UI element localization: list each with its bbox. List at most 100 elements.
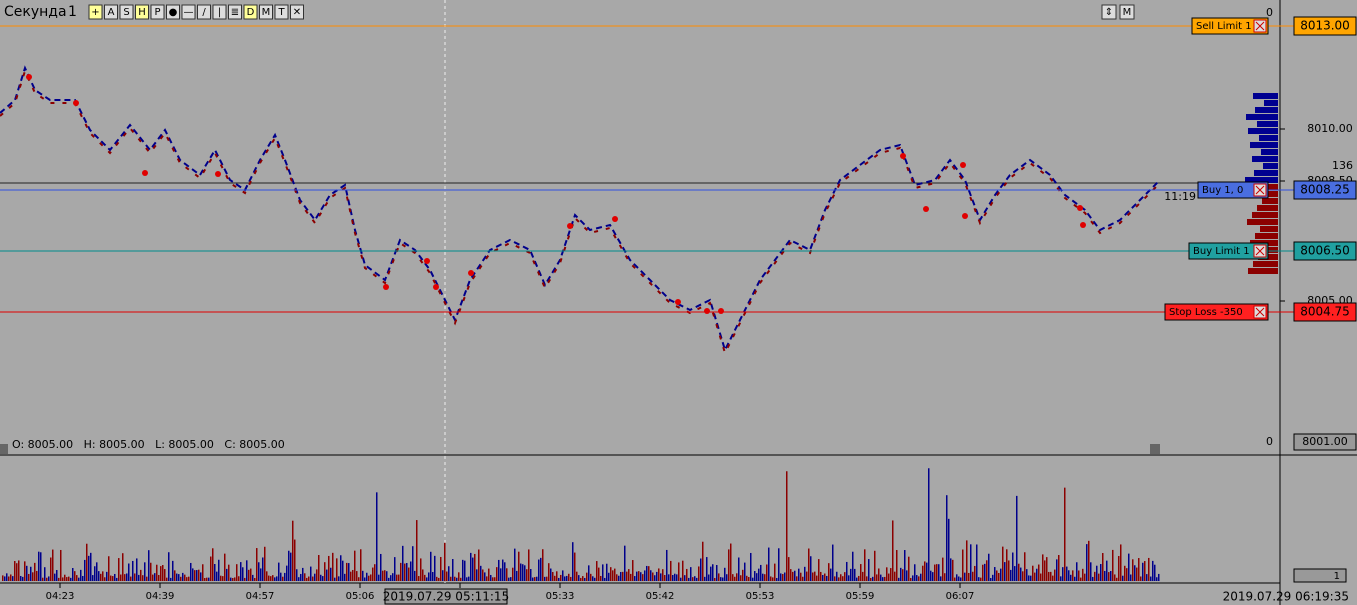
volume-bar bbox=[490, 574, 492, 581]
toolbar-button-label[interactable]: M bbox=[1123, 7, 1132, 18]
toolbar-button[interactable] bbox=[259, 4, 273, 20]
volume-bar bbox=[222, 576, 224, 581]
dom-bar bbox=[1263, 163, 1278, 169]
volume-bar bbox=[54, 573, 56, 581]
toolbar-button-label[interactable]: + bbox=[91, 7, 99, 18]
volume-bar bbox=[684, 575, 686, 581]
volume-bar bbox=[1072, 570, 1074, 581]
toolbar-button-label[interactable]: | bbox=[218, 7, 221, 18]
volume-bar bbox=[1030, 575, 1032, 581]
order-label[interactable]: Sell Limit 1 bbox=[1196, 21, 1252, 32]
volume-bar bbox=[1008, 560, 1010, 581]
volume-bar bbox=[274, 577, 276, 581]
volume-bar bbox=[426, 577, 428, 581]
cancel-icon[interactable] bbox=[1255, 307, 1265, 317]
order-label[interactable]: Buy Limit 1 bbox=[1193, 246, 1250, 257]
volume-bar bbox=[516, 570, 518, 581]
toolbar-button[interactable] bbox=[135, 4, 149, 20]
toolbar-button[interactable] bbox=[1101, 4, 1117, 20]
volume-bar bbox=[352, 569, 354, 581]
toolbar-button-label[interactable]: ≣ bbox=[231, 7, 239, 18]
volume-bar bbox=[1004, 562, 1006, 581]
toolbar-button-label[interactable]: ⇕ bbox=[1105, 7, 1113, 18]
volume-bar bbox=[58, 577, 60, 581]
volume-bar bbox=[1154, 564, 1156, 581]
cancel-icon[interactable] bbox=[1255, 185, 1265, 195]
volume-bar bbox=[412, 546, 414, 581]
toolbar-button-label[interactable]: P bbox=[154, 7, 160, 18]
volume-bar bbox=[232, 577, 234, 581]
volume-bar bbox=[268, 575, 270, 581]
toolbar-button[interactable] bbox=[274, 4, 289, 20]
volume-bar bbox=[798, 568, 800, 581]
volume-bar bbox=[382, 570, 384, 581]
scroll-handle-left[interactable] bbox=[0, 444, 8, 454]
toolbar-button[interactable] bbox=[119, 4, 134, 20]
volume-bar bbox=[768, 547, 770, 581]
volume-bar bbox=[450, 576, 452, 581]
order-tag[interactable] bbox=[1197, 181, 1269, 199]
volume-bar bbox=[1088, 540, 1090, 581]
volume-bar bbox=[206, 577, 208, 581]
cancel-icon[interactable] bbox=[1255, 246, 1265, 256]
toolbar-button[interactable] bbox=[166, 4, 180, 20]
volume-bar bbox=[840, 574, 842, 581]
order-tag[interactable] bbox=[1164, 303, 1269, 321]
volume-bar bbox=[902, 569, 904, 581]
order-label[interactable]: Buy 1, 0 bbox=[1202, 185, 1243, 196]
volume-bar bbox=[100, 573, 102, 581]
scroll-handle[interactable] bbox=[1150, 444, 1160, 454]
interval[interactable]: 1 bbox=[68, 4, 77, 20]
cancel-icon[interactable] bbox=[1255, 21, 1265, 31]
toolbar-button-label[interactable]: / bbox=[202, 7, 206, 18]
volume-bar bbox=[244, 577, 246, 581]
toolbar-button[interactable] bbox=[197, 4, 211, 20]
order-tag[interactable] bbox=[1191, 17, 1269, 35]
toolbar-button-label[interactable]: M bbox=[262, 7, 271, 18]
toolbar-button[interactable] bbox=[228, 4, 242, 20]
volume-bar bbox=[204, 577, 206, 581]
toolbar-button-label[interactable]: S bbox=[123, 7, 129, 18]
volume-bar bbox=[1124, 565, 1126, 581]
toolbar-button-label[interactable]: — bbox=[184, 7, 194, 18]
toolbar-button[interactable] bbox=[150, 4, 165, 20]
toolbar-button-label[interactable]: ✕ bbox=[293, 7, 301, 18]
toolbar-button[interactable] bbox=[88, 4, 103, 20]
toolbar-button[interactable] bbox=[1119, 4, 1135, 20]
toolbar-button[interactable] bbox=[290, 4, 304, 20]
toolbar-button[interactable] bbox=[243, 4, 258, 20]
toolbar-button[interactable] bbox=[104, 4, 118, 20]
volume-bar bbox=[848, 575, 850, 581]
toolbar-button-label[interactable]: H bbox=[138, 7, 146, 18]
toolbar-button[interactable] bbox=[212, 4, 227, 20]
volume-bar bbox=[546, 576, 548, 581]
volume-bar bbox=[924, 561, 926, 581]
volume-bar bbox=[120, 574, 122, 581]
toolbar-button-label[interactable]: D bbox=[247, 7, 255, 18]
volume-bar bbox=[1110, 571, 1112, 581]
toolbar-button-label[interactable]: A bbox=[108, 7, 115, 18]
volume-bar bbox=[734, 576, 736, 581]
volume-bar bbox=[174, 570, 176, 581]
toolbar-button-label[interactable]: T bbox=[277, 7, 285, 18]
volume-bar bbox=[712, 564, 714, 581]
volume-bar bbox=[96, 562, 98, 581]
volume-bar bbox=[260, 568, 262, 581]
volume-bar bbox=[6, 573, 8, 581]
volume-bar bbox=[912, 575, 914, 581]
volume-bar bbox=[790, 569, 792, 581]
volume-bar bbox=[1090, 562, 1092, 581]
order-tag[interactable] bbox=[1188, 242, 1269, 260]
order-label[interactable]: Stop Loss -350 bbox=[1169, 307, 1243, 318]
toolbar-button[interactable] bbox=[181, 4, 196, 20]
toolbar-button-label[interactable]: ● bbox=[169, 7, 178, 18]
order-price: 8013.00 bbox=[1300, 19, 1350, 33]
volume-bar bbox=[806, 571, 808, 581]
volume-bar bbox=[784, 572, 786, 581]
volume-bar bbox=[624, 545, 626, 581]
volume-bar bbox=[578, 575, 580, 581]
volume-bar bbox=[570, 576, 572, 581]
volume-bar bbox=[726, 574, 728, 581]
volume-bar bbox=[604, 577, 606, 581]
volume-bar bbox=[994, 567, 996, 581]
